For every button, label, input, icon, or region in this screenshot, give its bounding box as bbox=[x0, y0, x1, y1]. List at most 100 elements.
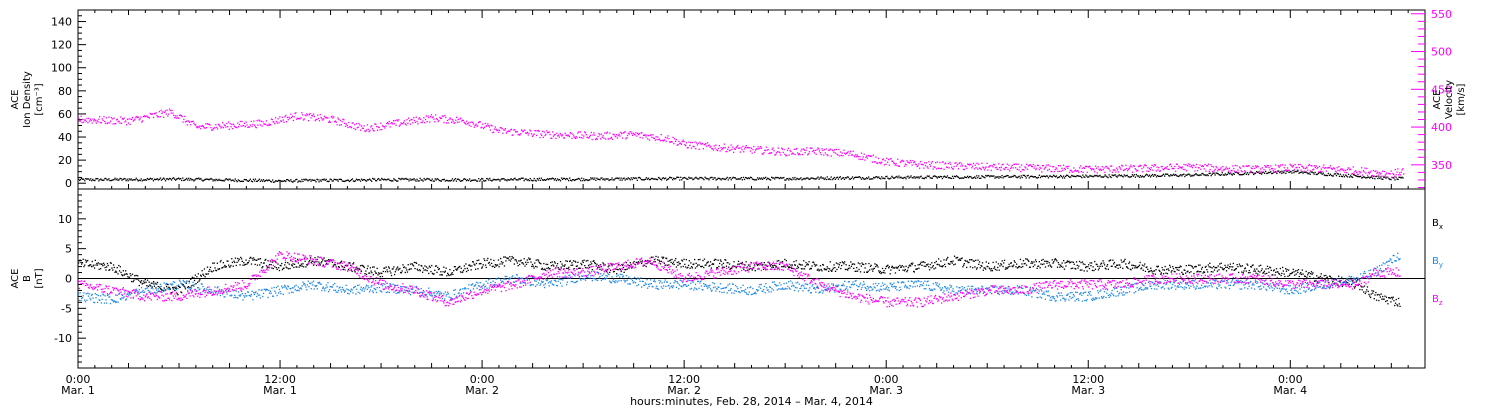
density-point bbox=[609, 179, 611, 181]
density-point bbox=[274, 181, 276, 183]
density-point bbox=[383, 179, 385, 181]
bx-point bbox=[200, 275, 202, 277]
density-point bbox=[472, 179, 474, 181]
velocity-point bbox=[124, 121, 126, 123]
velocity-point bbox=[663, 140, 665, 142]
bx-point bbox=[506, 257, 509, 260]
velocity-point bbox=[1052, 166, 1055, 168]
velocity-point bbox=[1220, 167, 1222, 169]
velocity-point bbox=[1073, 167, 1075, 169]
bx-point bbox=[358, 267, 360, 270]
density-point bbox=[1001, 174, 1003, 177]
bx-point bbox=[220, 259, 222, 262]
bx-point bbox=[694, 258, 696, 261]
density-point bbox=[1302, 172, 1304, 174]
density-point bbox=[1327, 172, 1329, 175]
bx-point bbox=[1039, 267, 1041, 269]
velocity-point bbox=[532, 134, 534, 136]
density-point bbox=[1188, 173, 1190, 175]
by-point bbox=[203, 289, 205, 291]
bx-point bbox=[1226, 266, 1228, 268]
velocity-point bbox=[701, 143, 703, 145]
velocity-point bbox=[772, 147, 774, 149]
velocity-point bbox=[807, 154, 809, 156]
bx-point bbox=[111, 267, 113, 269]
velocity-point bbox=[935, 162, 937, 164]
velocity-point bbox=[1200, 168, 1202, 170]
density-point bbox=[318, 181, 320, 183]
bx-point bbox=[931, 266, 934, 268]
velocity-point bbox=[321, 118, 323, 120]
density-point bbox=[251, 181, 254, 183]
bx-point bbox=[1359, 288, 1361, 291]
density-point bbox=[466, 179, 469, 181]
bx-point bbox=[615, 268, 617, 270]
bx-point bbox=[250, 263, 253, 265]
velocity-point bbox=[557, 135, 559, 137]
velocity-point bbox=[821, 148, 823, 150]
bx-point bbox=[331, 261, 334, 263]
velocity-point bbox=[98, 118, 100, 120]
bx-point bbox=[1163, 269, 1166, 271]
velocity-point bbox=[862, 156, 864, 158]
density-point bbox=[277, 180, 279, 182]
velocity-point bbox=[719, 150, 721, 152]
density-point bbox=[249, 178, 251, 180]
density-point bbox=[1098, 175, 1100, 177]
bx-point bbox=[1045, 260, 1047, 262]
density-point bbox=[298, 180, 300, 182]
bx-point bbox=[594, 262, 596, 265]
density-point bbox=[1393, 177, 1395, 179]
density-point bbox=[851, 176, 854, 178]
velocity-point bbox=[257, 124, 259, 126]
velocity-point bbox=[749, 147, 751, 149]
density-point bbox=[966, 176, 968, 179]
bx-point bbox=[234, 261, 236, 264]
bx-point bbox=[78, 262, 80, 264]
velocity-point bbox=[1350, 173, 1353, 175]
density-point bbox=[253, 180, 256, 182]
density-point bbox=[247, 180, 249, 182]
velocity-point bbox=[1154, 164, 1157, 166]
velocity-point bbox=[696, 144, 699, 146]
velocity-point bbox=[1033, 167, 1035, 169]
density-point bbox=[1294, 170, 1296, 172]
bx-point bbox=[1206, 269, 1208, 271]
density-point bbox=[198, 177, 200, 179]
velocity-point bbox=[120, 116, 122, 118]
velocity-point bbox=[713, 145, 715, 147]
density-point bbox=[1337, 173, 1340, 175]
density-point bbox=[850, 177, 853, 179]
velocity-point bbox=[285, 114, 287, 117]
bx-point bbox=[1137, 266, 1139, 268]
density-tick-label: 140 bbox=[51, 16, 72, 29]
bx-point bbox=[485, 266, 487, 269]
density-point bbox=[1182, 174, 1184, 176]
density-point bbox=[811, 177, 813, 179]
velocity-point bbox=[208, 123, 210, 125]
bx-point bbox=[1237, 266, 1239, 268]
velocity-point bbox=[706, 145, 708, 147]
velocity-point bbox=[649, 134, 651, 137]
bx-point bbox=[644, 264, 646, 266]
velocity-point bbox=[1085, 165, 1087, 167]
density-point bbox=[557, 179, 560, 181]
bx-point bbox=[1027, 259, 1029, 261]
velocity-point bbox=[1122, 169, 1125, 172]
density-point bbox=[680, 176, 682, 178]
velocity-point bbox=[152, 113, 154, 115]
bx-point bbox=[1242, 272, 1244, 274]
bx-point bbox=[145, 281, 147, 283]
bx-point bbox=[199, 279, 201, 281]
velocity-point bbox=[842, 155, 844, 157]
density-point bbox=[387, 178, 389, 180]
bx-point bbox=[1076, 264, 1078, 266]
bx-point bbox=[762, 264, 764, 266]
bx-point bbox=[775, 266, 778, 268]
bx-point bbox=[1247, 272, 1250, 274]
bx-point bbox=[1087, 266, 1089, 268]
density-point bbox=[977, 177, 979, 179]
density-point bbox=[323, 178, 325, 180]
bx-point bbox=[576, 265, 578, 267]
by-point bbox=[193, 283, 196, 286]
